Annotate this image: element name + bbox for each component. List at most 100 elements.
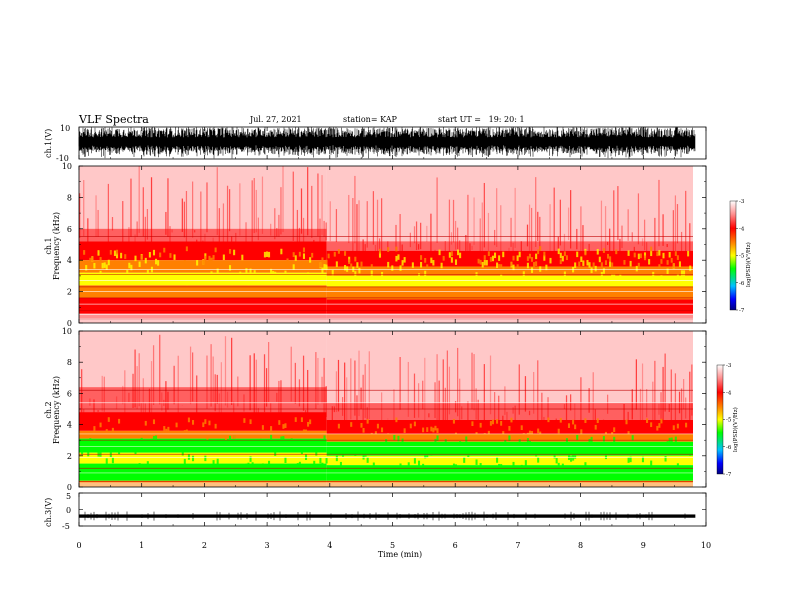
spectral-fleck [658,250,661,256]
spectral-streak [668,403,670,412]
spectral-fleck [510,417,513,423]
spectral-fleck [475,272,478,278]
spectral-streak [257,217,259,241]
spectral-streak [311,185,313,238]
ch2-spectrogram-ticks [79,330,706,488]
spectral-fleck [479,422,482,428]
spectral-fleck [307,263,310,269]
spectral-fleck [465,436,468,442]
spectral-fleck [600,272,603,278]
spectral-streak [407,361,409,417]
spectral-fleck [105,429,108,434]
spectral-fleck [218,278,221,285]
spectral-streak [270,223,272,236]
spectral-streak [374,244,377,253]
spectral-streak [479,218,481,261]
spectral-fleck [676,423,679,429]
spectral-fleck [372,462,375,468]
spectral-fleck [500,421,503,426]
spectral-streak [444,241,446,257]
spectral-streak [646,389,648,418]
spectral-fleck [374,431,377,436]
spectral-streak [430,213,432,253]
spectral-streak [216,374,218,404]
spectral-streak [202,240,204,247]
spectral-streak [222,203,225,242]
spectral-streak [494,229,496,246]
spectral-fleck [331,269,334,276]
spectral-fleck [126,269,129,276]
spectral-fleck [202,446,205,453]
spectral-fleck [633,252,636,258]
spectral-fleck [500,274,503,280]
spectral-streak [473,197,475,245]
spectral-streak [444,387,446,423]
spectral-fleck [259,438,262,445]
spectral-fleck [358,267,361,274]
spectral-fleck [481,261,484,268]
spectral-fleck [171,445,174,452]
spectral-fleck [179,273,182,280]
spectral-streak [307,369,309,418]
spectral-fleck [611,432,614,437]
spectral-fleck [356,262,359,268]
spectral-streak [641,238,644,246]
spectral-fleck [89,438,92,444]
spectral-streak [79,193,81,238]
spectral-fleck [113,250,116,256]
spectral-streak [142,187,144,237]
spectral-streak [224,336,227,406]
time-tick-label: 4 [327,541,332,550]
spectral-fleck [674,436,677,443]
spectral-fleck [594,444,597,451]
ch3-waveform-panel: 5 0 -5 ch.3(V) [44,492,707,531]
spectral-streak [237,376,239,407]
spectral-streak [255,359,257,416]
spectral-fleck [140,431,143,437]
spectral-fleck [543,251,546,257]
spectral-fleck [296,463,299,469]
spectral-streak [300,188,303,234]
spectral-fleck [245,463,248,469]
time-axis-label: Time (min) [378,550,422,559]
spectral-streak [325,222,327,241]
spectral-streak [364,364,366,418]
spectral-streak [442,359,444,426]
spectral-streak [512,242,514,252]
spectral-fleck [685,422,688,428]
spectral-fleck [415,449,418,455]
spectral-fleck [208,255,211,261]
spectral-streak [196,375,198,418]
spectral-fleck [245,268,248,274]
spectral-fleck [196,260,199,266]
spectral-streak [457,347,459,417]
spectral-band [79,166,327,229]
spectral-streak [506,411,508,423]
spectral-fleck [457,249,460,256]
spectral-fleck [510,261,513,267]
spectral-streak [422,380,424,410]
spectral-streak [171,229,173,233]
spectral-streak [354,175,356,244]
spectral-fleck [430,450,433,456]
spectral-fleck [559,259,562,265]
spectral-streak [364,244,366,255]
spectral-streak [553,187,555,252]
spectral-streak [323,357,325,415]
spectral-streak [567,207,570,241]
spectral-fleck [370,432,373,438]
spectral-streak [261,176,264,234]
spectral-streak [565,395,568,425]
spectral-fleck [329,278,332,285]
spectral-fleck [185,429,188,435]
spectral-streak [128,227,130,245]
spectral-fleck [584,462,587,468]
spectral-fleck [152,419,156,425]
spectral-fleck [662,252,665,259]
spectral-streak [204,233,206,247]
spectral-fleck [557,248,560,255]
spectral-fleck [401,260,404,266]
spectral-fleck [309,257,312,263]
spectral-streak [617,186,619,241]
spectral-streak [415,221,418,251]
